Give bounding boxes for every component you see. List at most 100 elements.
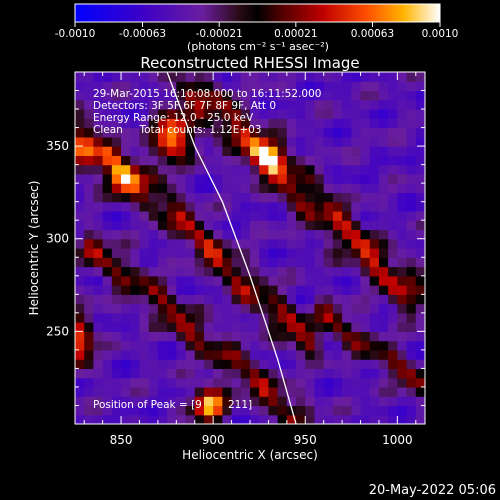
heatmap-cell [332, 99, 343, 110]
heatmap-cell [213, 146, 223, 156]
heatmap-cell [314, 155, 325, 166]
heatmap-cell [75, 155, 85, 166]
heatmap-cell [286, 238, 297, 249]
heatmap-cell [314, 349, 325, 360]
heatmap-cell [130, 192, 141, 203]
heatmap-cell [388, 377, 398, 388]
heatmap-cell [213, 155, 223, 166]
heatmap-cell [139, 99, 150, 110]
heatmap-cell [203, 266, 214, 277]
heatmap-cell [323, 248, 334, 258]
heatmap-cell [139, 303, 150, 314]
heatmap-cell [185, 386, 196, 397]
heatmap-cell [167, 146, 177, 156]
heatmap-cell [388, 266, 398, 277]
heatmap-cell [148, 127, 159, 138]
heatmap-cell [332, 368, 343, 379]
heatmap-cell [84, 164, 95, 175]
heatmap-cell [351, 275, 362, 286]
heatmap-cell [332, 303, 343, 314]
heatmap-cell [378, 90, 389, 101]
heatmap-cell [314, 386, 325, 397]
heatmap-cell [351, 183, 362, 194]
heatmap-cell [286, 322, 297, 332]
heatmap-cell [121, 173, 131, 184]
heatmap-cell [415, 118, 425, 129]
heatmap-cell [388, 386, 398, 397]
heatmap-cell [203, 248, 214, 258]
heatmap-cell [157, 155, 168, 166]
heatmap-cell [240, 155, 251, 166]
heatmap-cell [296, 183, 306, 194]
heatmap-cell [314, 322, 325, 332]
heatmap-cell [388, 99, 398, 110]
heatmap-cell [250, 210, 260, 221]
heatmap-cell [213, 359, 223, 370]
heatmap-cell [369, 359, 380, 370]
colorbar [74, 3, 441, 23]
heatmap-cell [342, 368, 352, 379]
heatmap-cell [378, 303, 389, 314]
heatmap-cell [194, 183, 205, 194]
heatmap-cell [240, 192, 251, 203]
heatmap-cell [222, 275, 233, 286]
heatmap-cell [102, 201, 113, 212]
heatmap-cell [332, 72, 343, 82]
heatmap-cell [240, 349, 251, 360]
heatmap-cell [305, 72, 316, 82]
heatmap-cell [277, 72, 288, 82]
heatmap-cell [406, 136, 417, 147]
heatmap-cell [213, 201, 223, 212]
heatmap-cell [332, 359, 343, 370]
heatmap-cell [342, 90, 352, 101]
heatmap-cell [378, 173, 389, 184]
heatmap-cell [213, 164, 223, 175]
heatmap-cell [360, 312, 371, 323]
heatmap-cell [397, 405, 408, 416]
heatmap-cell [277, 386, 288, 397]
heatmap-cell [222, 155, 233, 166]
heatmap-cell [75, 275, 85, 286]
heatmap-cell [176, 146, 187, 156]
heatmap-cell [268, 294, 279, 305]
heatmap-cell [75, 81, 85, 92]
heatmap-cell [388, 340, 398, 351]
heatmap-cell [268, 220, 279, 231]
heatmap-cell [406, 127, 417, 138]
heatmap-cell [415, 229, 425, 240]
heatmap-cell [406, 386, 417, 397]
heatmap-cell [121, 368, 131, 379]
heatmap-cell [176, 303, 187, 314]
heatmap-cell [296, 118, 306, 129]
heatmap-cell [369, 312, 380, 323]
heatmap-cell [121, 414, 131, 424]
heatmap-cell [176, 164, 187, 175]
heatmap-cell [203, 285, 214, 295]
heatmap-cell [185, 248, 196, 258]
heatmap-cell [296, 72, 306, 82]
heatmap-cell [185, 109, 196, 119]
heatmap-cell [406, 238, 417, 249]
heatmap-cell [351, 72, 362, 82]
heatmap-cell [360, 164, 371, 175]
heatmap-cell [240, 340, 251, 351]
heatmap-cell [194, 285, 205, 295]
heatmap-cell [222, 238, 233, 249]
heatmap-cell [176, 127, 187, 138]
heatmap-cell [286, 359, 297, 370]
heatmap-cell [213, 386, 223, 397]
heatmap-cell [139, 118, 150, 129]
heatmap-cell [240, 72, 251, 82]
heatmap-cell [84, 266, 95, 277]
heatmap-cell [194, 136, 205, 147]
heatmap-cell [157, 90, 168, 101]
heatmap-cell [157, 229, 168, 240]
heatmap-cell [75, 257, 85, 268]
heatmap-cell [268, 322, 279, 332]
heatmap-cell [259, 377, 270, 388]
heatmap-cell [305, 109, 316, 119]
heatmap-cell [185, 183, 196, 194]
heatmap-cell [332, 155, 343, 166]
heatmap-cell [167, 312, 177, 323]
heatmap-cell [148, 377, 159, 388]
